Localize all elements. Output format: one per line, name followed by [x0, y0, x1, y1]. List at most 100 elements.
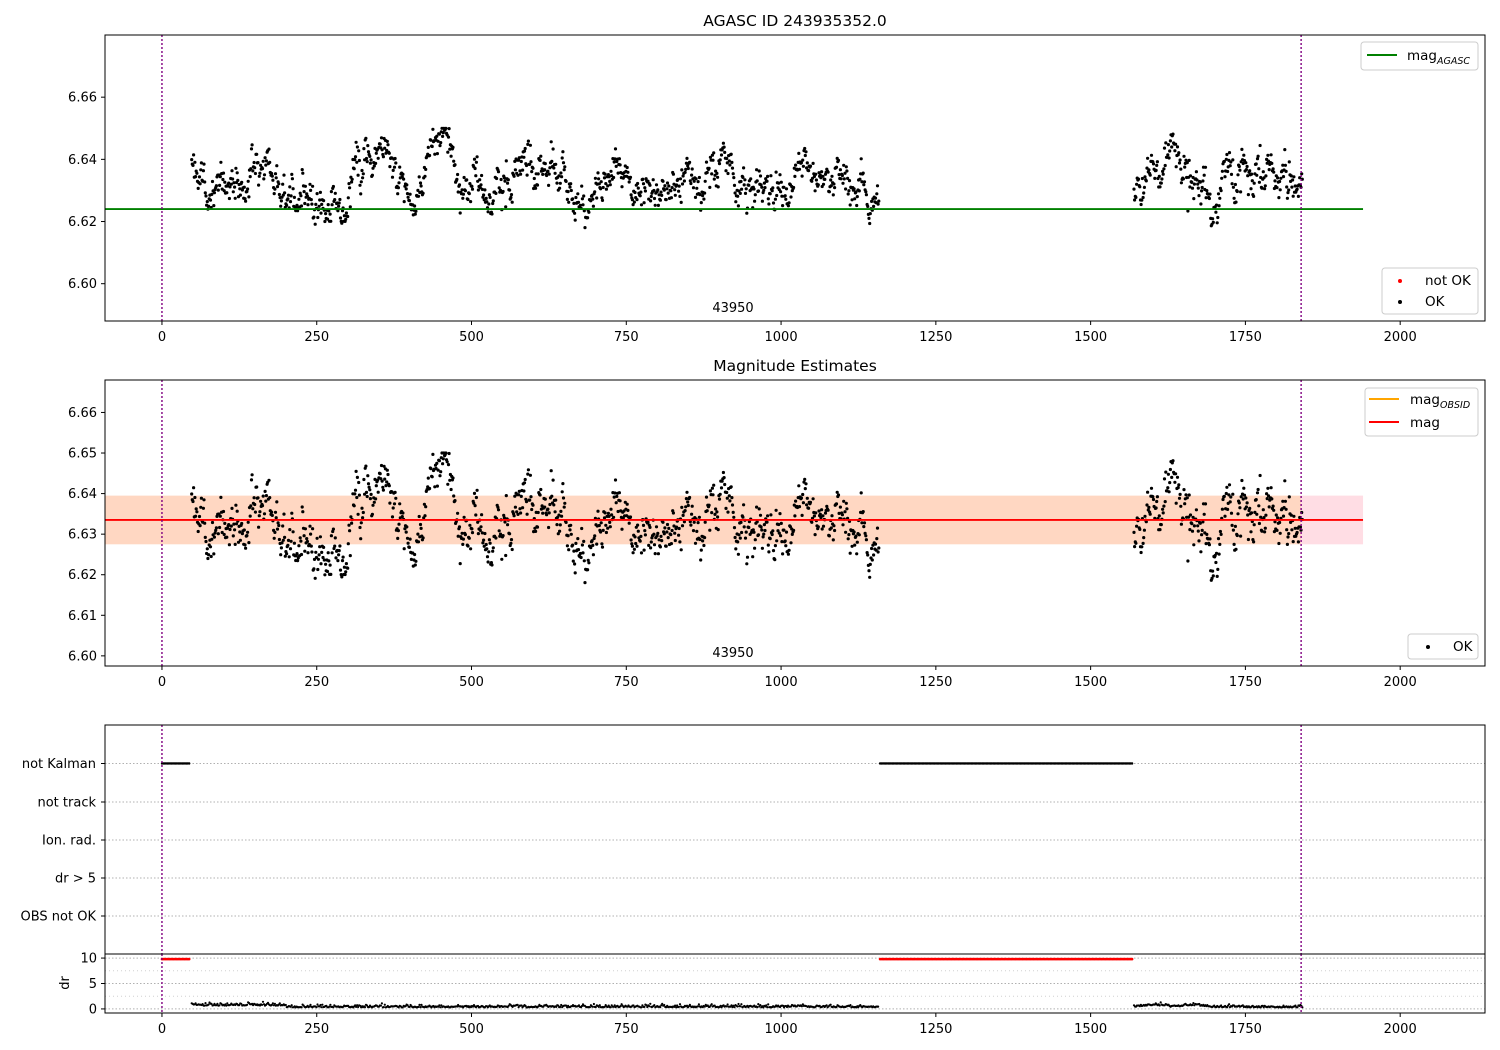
ok-point [319, 211, 323, 215]
ok-point [419, 526, 423, 531]
ok-point [830, 174, 834, 178]
ok-point [286, 543, 290, 547]
ok-point [485, 555, 490, 559]
ok-point [472, 491, 477, 495]
ok-point [480, 173, 484, 178]
ok-point [296, 559, 300, 563]
ok-point [704, 160, 709, 164]
ok-point [348, 205, 352, 209]
ok-point [1216, 537, 1221, 541]
dr-clipped-point [187, 957, 191, 961]
ok-point [1279, 176, 1283, 180]
dr-point [557, 1004, 560, 1007]
ok-point [290, 177, 294, 181]
ok-point [326, 551, 330, 555]
ok-point [558, 523, 562, 527]
ok-point [381, 155, 385, 159]
ok-point [466, 197, 470, 202]
ok-point [230, 506, 234, 510]
ok-point [872, 204, 876, 208]
ok-point [727, 159, 731, 163]
ok-point [698, 537, 702, 542]
ok-point [506, 523, 510, 527]
ok-point [468, 523, 472, 527]
ok-point [862, 183, 866, 187]
ok-point [238, 538, 242, 542]
dr-point [710, 1003, 713, 1006]
ok-point [613, 491, 617, 495]
ok-point [277, 523, 281, 528]
ok-point [797, 484, 801, 488]
ok-point [654, 525, 659, 529]
legend-mag-obsid-label: magOBSID [1410, 392, 1470, 411]
ok-point [857, 533, 861, 537]
ok-point [281, 182, 285, 186]
ok-point [676, 177, 680, 181]
ok-point [330, 551, 334, 555]
ok-point [333, 536, 337, 540]
ok-point [564, 520, 568, 525]
ok-point [354, 469, 358, 473]
ok-point [257, 514, 261, 518]
ok-point [625, 502, 629, 506]
ok-point [1289, 174, 1293, 178]
ok-point [1270, 161, 1274, 165]
ok-point [1248, 506, 1252, 510]
ok-point [864, 534, 868, 538]
ok-point [521, 506, 525, 510]
ok-point [270, 513, 274, 518]
ok-point [405, 536, 410, 540]
ok-point [1220, 169, 1224, 173]
ok-point [1233, 182, 1237, 187]
ok-point [531, 503, 535, 507]
ok-point [446, 150, 450, 154]
ok-point [692, 520, 696, 524]
ok-point [1230, 523, 1234, 528]
ok-point [862, 521, 867, 525]
ok-point [614, 164, 618, 168]
ok-point [369, 492, 373, 496]
ok-point [504, 553, 508, 558]
ok-point [1188, 185, 1192, 189]
ok-point [480, 513, 484, 517]
dr-point [1220, 1004, 1223, 1007]
dr-point [438, 1004, 441, 1007]
ok-point [1293, 526, 1297, 530]
ok-point [705, 170, 709, 175]
ok-point [488, 195, 492, 199]
x-tick-label: 1500 [1074, 675, 1107, 690]
ok-point [708, 185, 712, 189]
flag-row-label: OBS not OK [21, 910, 97, 925]
ok-point [736, 552, 741, 556]
ok-point [429, 138, 433, 142]
ok-point [301, 171, 305, 175]
dr-point [767, 1003, 770, 1006]
ok-point [517, 156, 521, 160]
ok-point [555, 181, 559, 185]
dr-point [646, 1005, 649, 1009]
dr-point [417, 1005, 420, 1009]
ok-point [385, 139, 389, 143]
ok-point [609, 507, 613, 511]
legend-ok-label: OK [1425, 294, 1446, 310]
ok-point [551, 478, 555, 482]
ok-point [496, 170, 501, 174]
ok-point [852, 187, 856, 191]
ok-point [433, 485, 437, 489]
dr-point [597, 1005, 600, 1009]
ok-point [347, 523, 351, 527]
ok-point [583, 581, 587, 585]
ok-point [277, 537, 281, 542]
ok-point [827, 190, 832, 194]
ok-point [703, 191, 707, 195]
flag-row-label: dr > 5 [55, 872, 96, 887]
ok-point [639, 551, 644, 555]
ok-point [246, 179, 250, 183]
ok-point [591, 543, 595, 548]
ok-point [522, 155, 526, 159]
ok-point [282, 512, 286, 516]
ok-point [636, 186, 640, 190]
ok-point [834, 502, 839, 506]
ok-point [766, 197, 770, 201]
